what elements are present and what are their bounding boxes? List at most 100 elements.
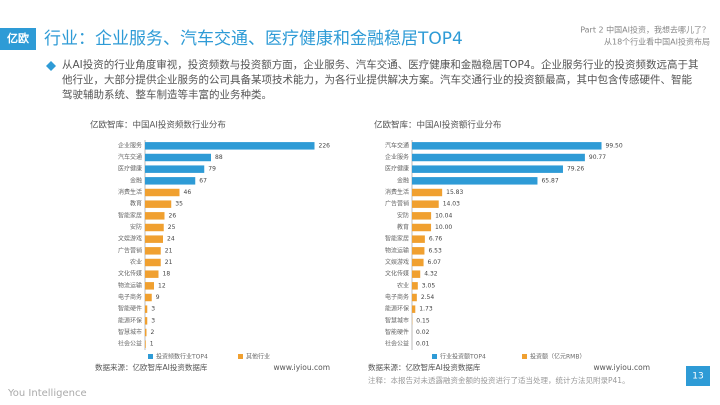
value-label: 67: [199, 177, 207, 184]
y-tick-label: 能源环保: [118, 316, 142, 324]
value-label: 0.15: [416, 317, 430, 324]
value-label: 2.54: [421, 294, 435, 301]
slide-title: 行业：企业服务、汽车交通、医疗健康和金融稳居TOP4: [44, 29, 463, 49]
bar: [412, 270, 421, 278]
legend-label: 其他行业: [246, 353, 270, 361]
value-label: 10.00: [435, 224, 452, 231]
y-tick-label: 物流运输: [385, 246, 409, 254]
y-tick-label: 文化传媒: [118, 270, 142, 278]
y-tick-label: 电子商务: [385, 293, 409, 301]
y-tick-label: 医疗健康: [118, 165, 142, 173]
bar: [412, 153, 585, 162]
bar: [145, 258, 161, 267]
y-tick-label: 智慧城市: [118, 328, 142, 336]
source: 数据来源：亿欧智库AI投资数据库: [368, 362, 481, 372]
bar: [412, 142, 602, 150]
bar: [145, 247, 161, 255]
value-label: 226: [319, 142, 331, 149]
page-number: 13: [692, 372, 703, 382]
part-label: Part 2 中国AI投资，我想去哪儿了？: [580, 25, 710, 35]
value-label: 6.76: [429, 236, 443, 243]
value-label: 6.07: [428, 259, 442, 266]
bar: [145, 270, 159, 278]
y-tick-label: 金融: [397, 176, 409, 184]
legend-swatch: [522, 354, 527, 359]
bar: [145, 317, 148, 325]
value-label: 3: [151, 317, 155, 324]
bar: [145, 188, 180, 197]
y-tick-label: 农业: [130, 258, 142, 266]
y-tick-label: 文化传媒: [385, 270, 409, 278]
legend-swatch: [148, 354, 153, 359]
value-label: 0.02: [416, 329, 430, 336]
bar: [412, 165, 563, 173]
y-tick-label: 物流运输: [118, 281, 142, 289]
value-label: 88: [215, 154, 223, 161]
y-tick-label: 消费生活: [385, 188, 409, 196]
bar: [145, 293, 152, 302]
bar: [145, 212, 165, 220]
chart-title: 亿欧智库：中国AI投资额行业分布: [374, 120, 501, 131]
bar: [412, 305, 416, 313]
bar: [145, 340, 146, 348]
bar: [412, 212, 432, 220]
bar: [145, 200, 172, 208]
source: 数据来源：亿欧智库AI投资数据库: [95, 362, 208, 372]
y-tick-label: 安防: [397, 211, 409, 219]
bar: [412, 223, 432, 232]
value-label: 79.26: [567, 166, 584, 173]
y-tick-label: 医疗健康: [385, 165, 409, 173]
y-tick-label: 智能家居: [385, 235, 409, 243]
bullet: [46, 61, 56, 71]
bar: [145, 142, 315, 150]
y-tick-label: 汽车交通: [385, 141, 409, 149]
y-tick-label: 金融: [130, 176, 142, 184]
bar: [412, 177, 538, 185]
value-label: 24: [167, 236, 175, 243]
page-box: [686, 366, 710, 386]
value-label: 35: [175, 201, 183, 208]
value-label: 18: [163, 271, 171, 278]
note: 注释：本报告对未透露融资金额的投资进行了适当处理，统计方法见附录P41。: [368, 375, 630, 385]
bar: [412, 258, 424, 267]
legend-label: 投资频数行业TOP4: [156, 353, 208, 361]
bar: [412, 247, 425, 255]
y-tick-label: 电子商务: [118, 293, 142, 301]
site: www.iyiou.com: [274, 363, 330, 372]
y-tick-label: 广告营销: [118, 246, 142, 254]
y-tick-label: 教育: [130, 200, 142, 208]
value-label: 90.77: [589, 154, 606, 161]
paragraph: 从AI投资的行业角度审视，投资频数与投资额方面，企业服务、汽车交通、医疗健康和金…: [62, 59, 699, 101]
y-tick-label: 能源环保: [385, 305, 409, 313]
logo: 亿欧: [7, 31, 29, 45]
legend-label: 行业投资额TOP4: [440, 353, 486, 361]
y-tick-label: 智能家居: [118, 211, 142, 219]
value-label: 46: [184, 189, 192, 196]
value-label: 0.01: [416, 341, 430, 348]
y-tick-label: 智能硬件: [385, 328, 409, 336]
value-label: 14.03: [443, 201, 460, 208]
value-label: 10.04: [435, 212, 452, 219]
bar: [412, 235, 425, 243]
value-label: 21: [165, 247, 173, 254]
bar: [412, 188, 443, 197]
site: www.iyiou.com: [594, 363, 650, 372]
logo-box: [0, 28, 36, 50]
bar: [145, 305, 148, 313]
part-sub: 从18个行业看中国AI投资布局: [604, 37, 710, 47]
value-label: 79: [208, 166, 216, 173]
y-tick-label: 消费生活: [118, 188, 142, 196]
bar: [412, 282, 418, 290]
value-label: 3: [151, 306, 155, 313]
value-label: 12: [158, 282, 166, 289]
bar: [145, 282, 154, 290]
bar: [145, 153, 211, 162]
value-label: 4.32: [424, 271, 438, 278]
y-tick-label: 安防: [130, 223, 142, 231]
brand: You Intelligence: [7, 388, 87, 399]
y-tick-label: 企业服务: [385, 153, 409, 161]
y-tick-label: 教育: [397, 223, 409, 231]
value-label: 2: [151, 329, 155, 336]
value-label: 9: [156, 294, 160, 301]
value-label: 1.73: [419, 306, 433, 313]
